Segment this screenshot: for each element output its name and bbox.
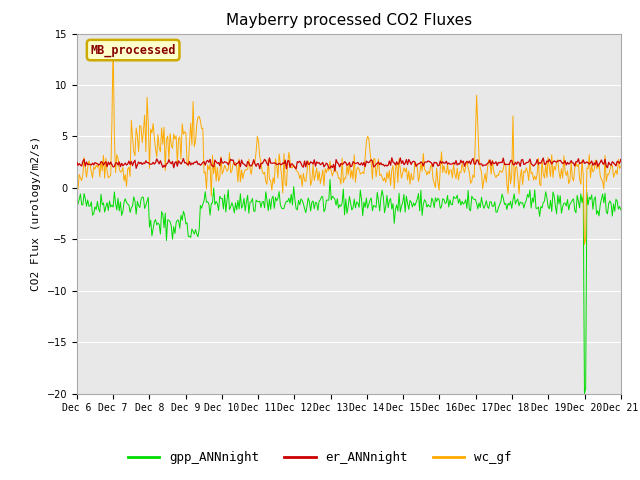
- gpp_ANNnight: [381, 210, 388, 216]
- er_ANNnight: [611, 161, 619, 167]
- wc_gf: [596, 173, 604, 179]
- wc_gf: [468, 179, 476, 184]
- wc_gf: [611, 171, 619, 177]
- Line: wc_gf: wc_gf: [77, 42, 621, 244]
- er_ANNnight: [388, 155, 396, 161]
- Text: MB_processed: MB_processed: [90, 43, 176, 57]
- er_ANNnight: [331, 168, 339, 174]
- gpp_ANNnight: [164, 217, 172, 223]
- Line: er_ANNnight: er_ANNnight: [77, 158, 621, 171]
- er_ANNnight: [596, 159, 604, 165]
- Y-axis label: CO2 Flux (urology/m2/s): CO2 Flux (urology/m2/s): [31, 136, 41, 291]
- gpp_ANNnight: [468, 193, 476, 199]
- gpp_ANNnight: [596, 202, 604, 208]
- wc_gf: [165, 157, 173, 163]
- gpp_ANNnight: [611, 208, 619, 214]
- gpp_ANNnight: [580, 391, 588, 396]
- wc_gf: [109, 39, 117, 45]
- wc_gf: [381, 175, 388, 180]
- wc_gf: [73, 168, 81, 174]
- Title: Mayberry processed CO2 Fluxes: Mayberry processed CO2 Fluxes: [226, 13, 472, 28]
- wc_gf: [580, 241, 588, 247]
- wc_gf: [617, 164, 625, 169]
- er_ANNnight: [73, 159, 81, 165]
- er_ANNnight: [134, 162, 141, 168]
- er_ANNnight: [381, 163, 388, 169]
- er_ANNnight: [469, 156, 477, 161]
- er_ANNnight: [617, 156, 625, 162]
- gpp_ANNnight: [134, 198, 141, 204]
- Line: gpp_ANNnight: gpp_ANNnight: [77, 180, 621, 394]
- er_ANNnight: [164, 160, 172, 166]
- gpp_ANNnight: [617, 207, 625, 213]
- Legend: gpp_ANNnight, er_ANNnight, wc_gf: gpp_ANNnight, er_ANNnight, wc_gf: [123, 446, 517, 469]
- wc_gf: [135, 149, 143, 155]
- gpp_ANNnight: [326, 177, 334, 182]
- gpp_ANNnight: [73, 197, 81, 203]
